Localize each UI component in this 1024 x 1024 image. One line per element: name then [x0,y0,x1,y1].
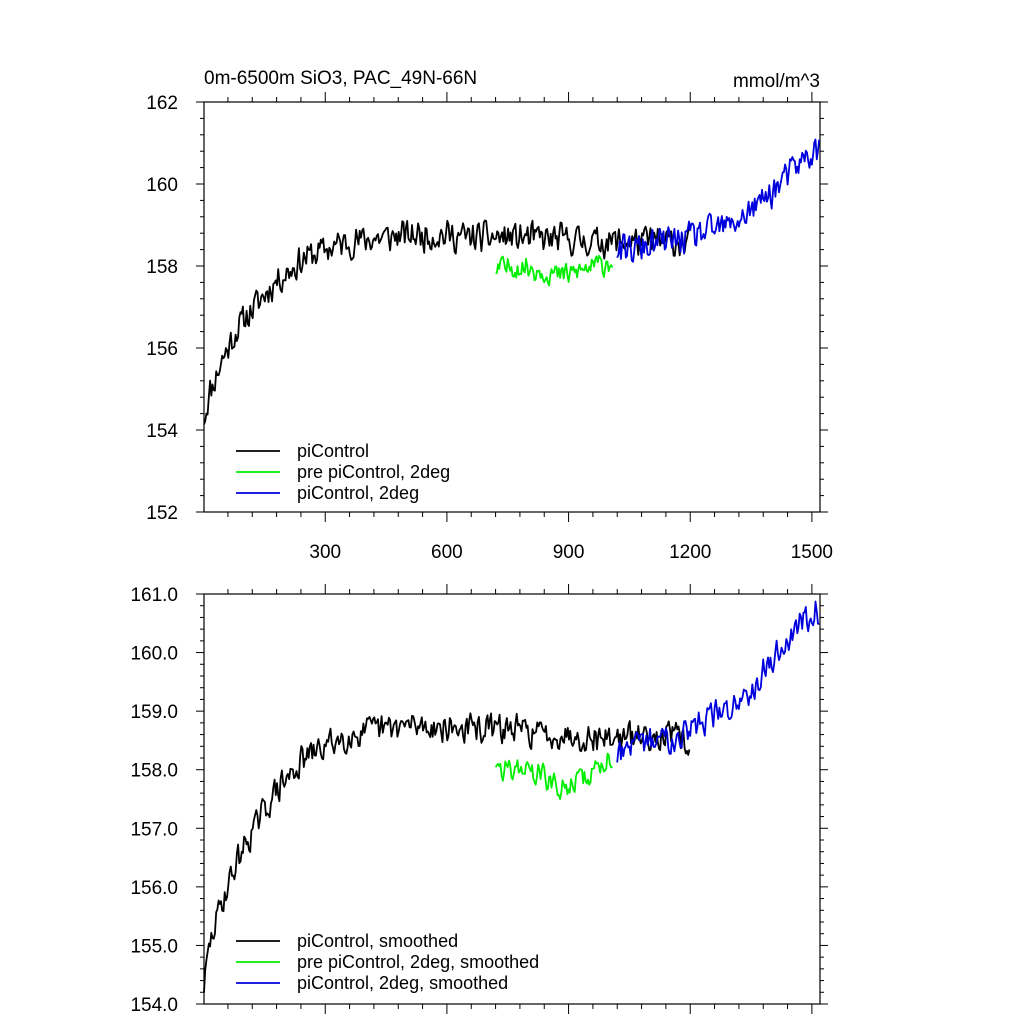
top-chart-units: mmol/m^3 [733,71,820,92]
y-tick-label: 157.0 [130,819,178,840]
y-tick-label: 154 [146,421,178,442]
top-axis-ticks: 152 154 156 158 160 162 300 600 900 1200 1500 [146,92,833,563]
bottom-axis-ticks: 154.0 155.0 156.0 157.0 158.0 159.0 160.0 161.0 [130,584,828,1016]
bottom-panel: 154.0 155.0 156.0 157.0 158.0 159.0 160.0 161.0… [130,584,828,1016]
y-tick-label: 158 [146,257,178,278]
legend-label: piControl, smoothed [297,931,458,951]
x-tick-label: 300 [309,542,341,563]
series-line-2 [616,600,820,763]
top-plot-frame [203,101,821,513]
top-chart-title: 0m-6500m SiO3, PAC_49N-66N [204,68,477,89]
y-tick-label: 160.0 [130,644,178,665]
legend-label: pre piControl, 2deg, smoothed [297,952,539,972]
legend-label: piControl [297,441,369,461]
x-tick-label: 1200 [669,542,711,563]
y-tick-label: 160 [146,175,178,196]
legend-label: piControl, 2deg, smoothed [297,973,508,993]
bottom-plot-frame [203,593,821,1005]
top-panel: 0m-6500m SiO3, PAC_49N-66N mmol/m^3 1521… [146,68,833,563]
y-tick-label: 156.0 [130,878,178,899]
y-tick-label: 155.0 [130,936,178,957]
series-line-0 [203,219,691,425]
y-tick-label: 152 [146,503,178,524]
series-line-0 [203,712,691,993]
x-tick-label: 900 [553,542,585,563]
bottom-series-group [203,600,820,993]
legend-label: pre piControl, 2deg [297,462,450,482]
top-series-group [203,138,821,425]
series-line-1 [494,752,613,800]
y-tick-label: 158.0 [130,761,178,782]
series-line-1 [495,255,614,287]
y-tick-label: 156 [146,339,178,360]
series-line-2 [616,138,821,263]
x-tick-label: 600 [431,542,463,563]
y-tick-label: 159.0 [130,702,178,723]
y-tick-label: 162 [146,93,178,114]
x-tick-label: 1500 [791,542,833,563]
y-tick-label: 154.0 [130,995,178,1016]
y-tick-label: 161.0 [130,585,178,606]
legend-label: piControl, 2deg [297,483,419,503]
